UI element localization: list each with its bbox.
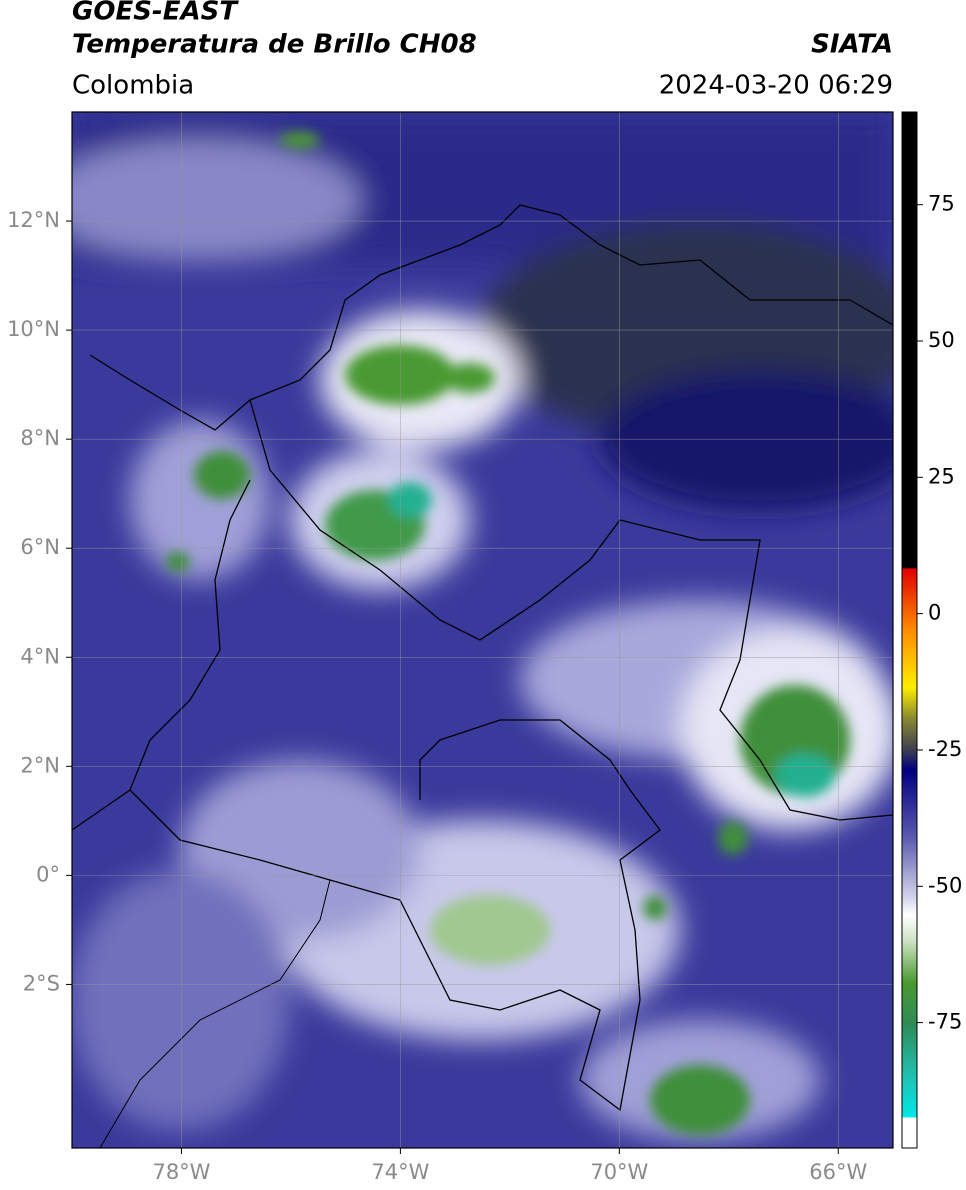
y-tick-label: 4°N xyxy=(20,644,60,668)
colorbar-tick-label: 25 xyxy=(928,464,955,488)
source-label: SIATA xyxy=(811,30,893,60)
datetime-label: 2024-03-20 06:29 xyxy=(659,71,893,101)
grid xyxy=(72,112,893,1148)
colorbar-tick-label: -75 xyxy=(928,1010,962,1034)
colorbar-tick-label: 0 xyxy=(928,601,941,625)
y-tick-label: 2°S xyxy=(23,971,60,995)
colorbar-tick-label: 75 xyxy=(928,192,955,216)
map-frame xyxy=(71,111,894,1149)
y-tick-label: 10°N xyxy=(7,317,60,341)
region-label: Colombia xyxy=(72,71,194,101)
satellite-image xyxy=(72,112,893,1148)
satellite-title: GOES-EAST xyxy=(72,0,239,27)
y-tick-label: 12°N xyxy=(7,208,60,232)
colorbar xyxy=(901,111,918,1149)
x-tick-label: 78°W xyxy=(152,1160,210,1184)
y-tick-label: 2°N xyxy=(20,753,60,777)
product-title: Temperatura de Brillo CH08 xyxy=(72,30,477,60)
x-tick-label: 70°W xyxy=(590,1160,648,1184)
colorbar-tick-label: 50 xyxy=(928,328,955,352)
y-tick-label: 6°N xyxy=(20,535,60,559)
x-tick-label: 66°W xyxy=(809,1160,867,1184)
colorbar-tick-label: -25 xyxy=(928,737,962,761)
y-tick-label: 0° xyxy=(36,862,60,886)
y-tick-label: 8°N xyxy=(20,426,60,450)
x-tick-label: 74°W xyxy=(371,1160,429,1184)
colorbar-tick-label: -50 xyxy=(928,873,962,897)
